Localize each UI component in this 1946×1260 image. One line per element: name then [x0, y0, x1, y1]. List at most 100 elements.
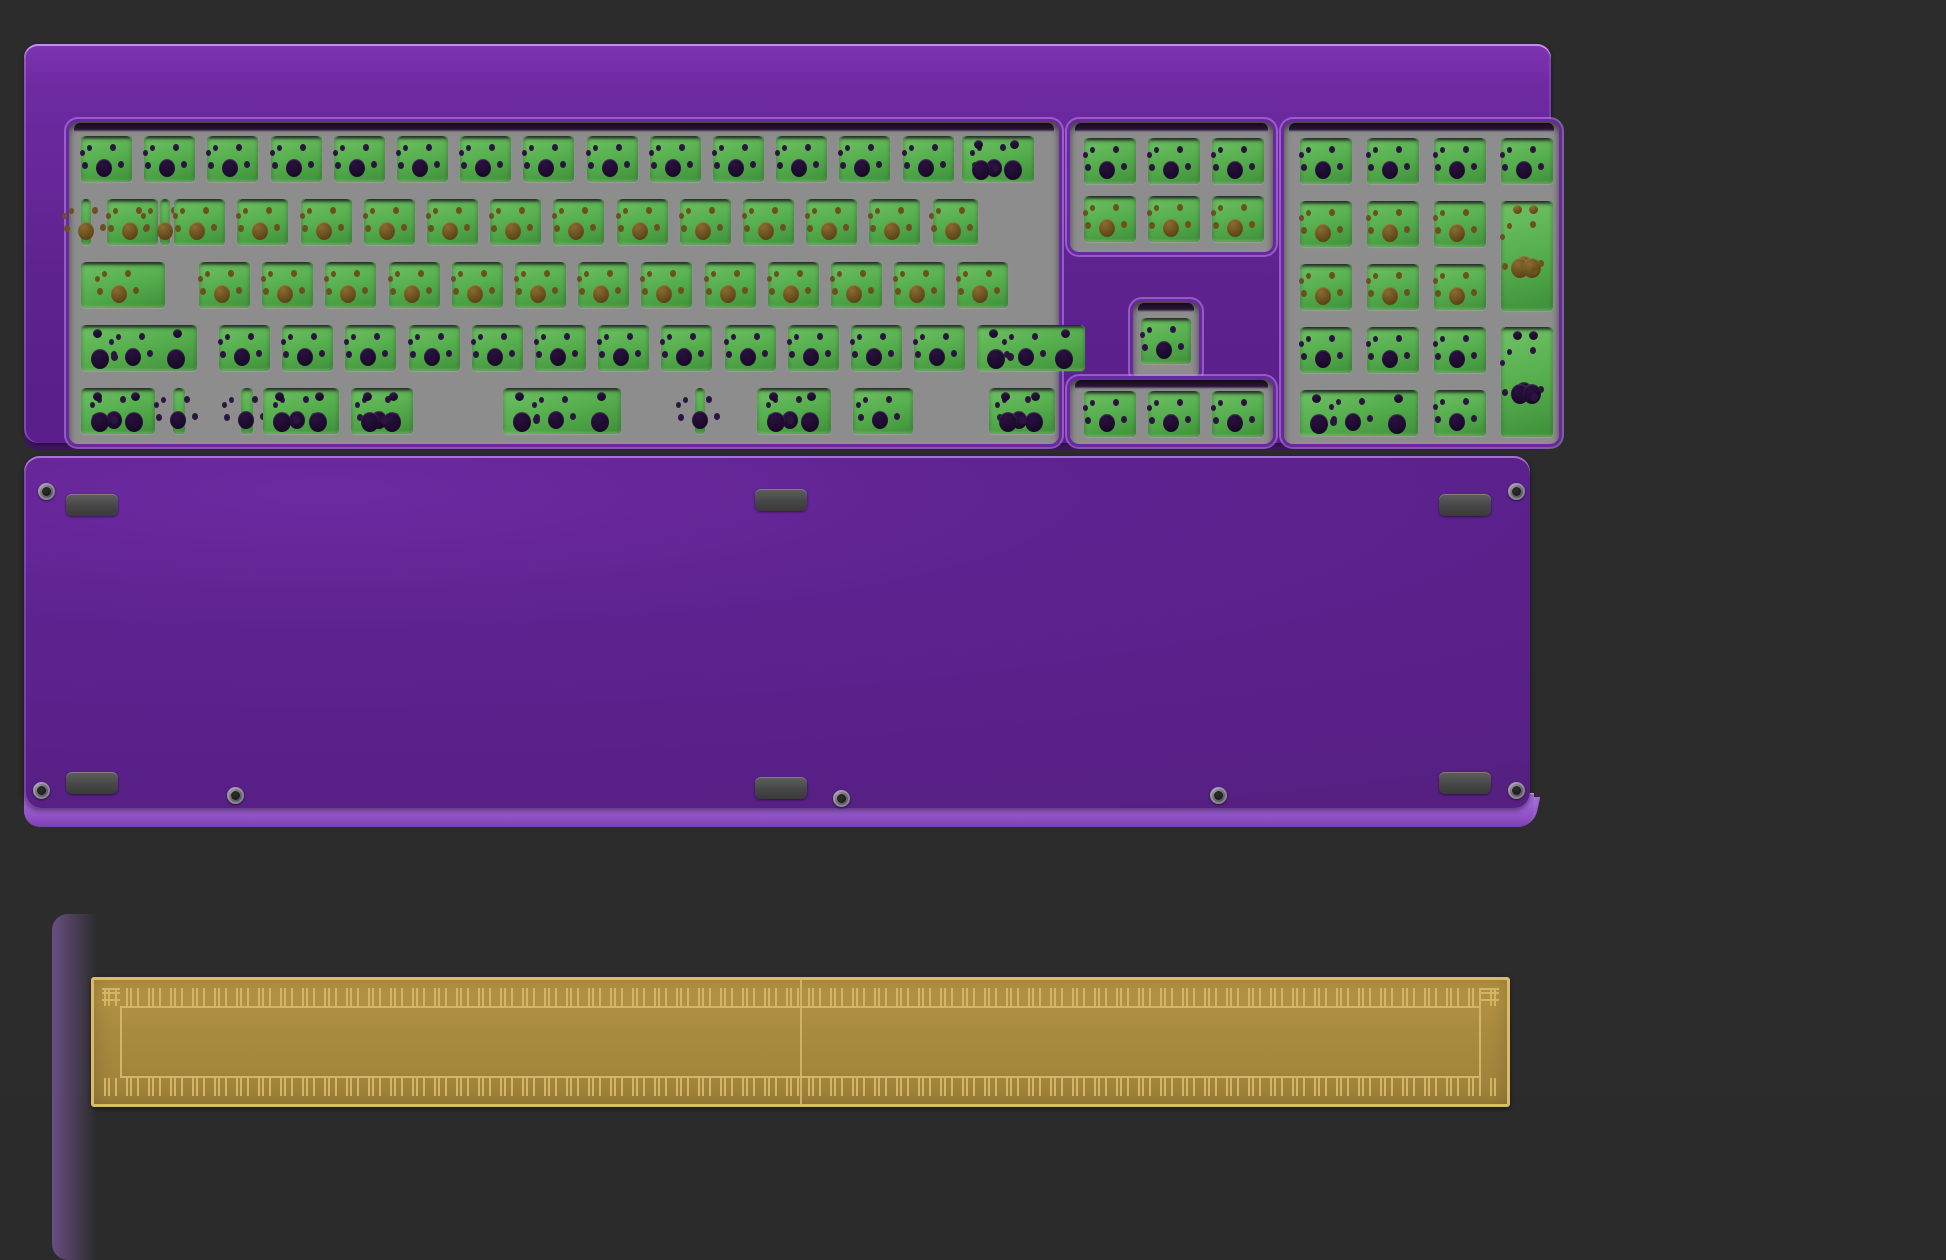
switch-cutout[interactable] [197, 262, 250, 308]
switch-cutout[interactable] [425, 199, 478, 245]
switch-cutout[interactable] [513, 262, 566, 308]
switch-cutout-alt[interactable] [263, 388, 339, 434]
switch-cutout-fn[interactable] [775, 136, 828, 182]
switch-cutout[interactable] [805, 199, 858, 245]
switch-cutout-fn[interactable] [459, 136, 512, 182]
switch-cutout-slot[interactable] [222, 388, 267, 434]
switch-cutout-spacebar[interactable] [503, 388, 621, 434]
switch-cutout-numpad[interactable] [1433, 201, 1486, 247]
switch-cutout-slot[interactable] [675, 388, 720, 434]
switch-cutout[interactable] [678, 199, 731, 245]
switch-cutout-slot[interactable] [61, 199, 106, 245]
switch-cutout[interactable] [849, 325, 902, 371]
switch-cutout-nav[interactable] [1083, 196, 1136, 242]
switch-cutout[interactable] [236, 199, 289, 245]
switch-cutout-fn[interactable] [522, 136, 575, 182]
switch-cutout-numpad[interactable] [1500, 138, 1553, 184]
switch-cutout[interactable] [703, 262, 756, 308]
switch-cutout-fn[interactable] [585, 136, 638, 182]
switch-cutout[interactable] [281, 325, 334, 371]
switch-cutout[interactable] [615, 199, 668, 245]
switch-cutout-fn[interactable] [853, 388, 913, 434]
switch-cutout-fn[interactable] [206, 136, 259, 182]
switch-cutout-numpad[interactable] [1433, 138, 1486, 184]
switch-cutout[interactable] [723, 325, 776, 371]
switch-cutout-fn[interactable] [901, 136, 954, 182]
switch-cutout-numpad[interactable] [1299, 327, 1352, 373]
switch-cutout[interactable] [105, 199, 158, 245]
switch-cutout[interactable] [552, 199, 605, 245]
switch-cutout[interactable] [577, 262, 630, 308]
switch-cutout[interactable] [741, 199, 794, 245]
switch-cutout[interactable] [450, 262, 503, 308]
switch-cutout-fn[interactable] [838, 136, 891, 182]
switch-cutout[interactable] [640, 262, 693, 308]
switch-cutout-numpad[interactable] [1433, 390, 1486, 436]
switch-cutout[interactable] [261, 262, 314, 308]
switch-cutout-tab[interactable] [81, 262, 165, 308]
switch-cutout-fn[interactable] [332, 136, 385, 182]
switch-cutout-numpad[interactable] [1433, 264, 1486, 310]
switch-cutout[interactable] [868, 199, 921, 245]
switch-cutout[interactable] [387, 262, 440, 308]
switch-cutout[interactable] [597, 325, 650, 371]
switch-cutout-numpad-zero[interactable] [1300, 390, 1418, 436]
switch-cutout[interactable] [913, 325, 966, 371]
switch-cutout-numpad[interactable] [1299, 201, 1352, 247]
switch-cutout[interactable] [324, 262, 377, 308]
switch-cutout[interactable] [407, 325, 460, 371]
switch-cutout-nav[interactable] [1147, 196, 1200, 242]
switch-cutout-numpad[interactable] [1366, 201, 1419, 247]
switch-cutout-arrow[interactable] [1083, 391, 1136, 437]
switch-cutout-ctrl[interactable] [81, 388, 155, 434]
switch-cutout[interactable] [956, 262, 1009, 308]
switch-cutout-capslock[interactable] [81, 325, 197, 371]
switch-cutout-numpad[interactable] [1299, 264, 1352, 310]
switch-cutout-fn[interactable] [269, 136, 322, 182]
switch-cutout-nav[interactable] [1211, 138, 1264, 184]
switch-cutout-numpad[interactable] [1366, 327, 1419, 373]
switch-cutout-slot[interactable] [154, 388, 199, 434]
switch-cutout-backspace[interactable] [928, 199, 978, 245]
switch-cutout-numpad[interactable] [1366, 264, 1419, 310]
switch-cutout-fn[interactable] [143, 136, 196, 182]
switch-cutout-fn-wide[interactable] [961, 136, 1034, 182]
switch-cutout[interactable] [299, 199, 352, 245]
switch-cutout-numpad[interactable] [1366, 138, 1419, 184]
bottom-case[interactable] [24, 456, 1530, 1260]
switch-cutout-numpad-tall[interactable] [1500, 201, 1553, 311]
switch-cutout[interactable] [217, 325, 270, 371]
switch-cutout-altgr[interactable] [757, 388, 831, 434]
switch-cutout[interactable] [173, 199, 226, 245]
switch-cutout[interactable] [533, 325, 586, 371]
switch-cutout-win[interactable] [351, 388, 413, 434]
switch-cutout[interactable] [344, 325, 397, 371]
switch-cutout[interactable] [470, 325, 523, 371]
switch-cutout-arrow[interactable] [1211, 391, 1264, 437]
switch-cutout[interactable] [829, 262, 882, 308]
switch-cutout-arrow-up[interactable] [1139, 318, 1191, 364]
switch-cutout[interactable] [489, 199, 542, 245]
switch-cutout-fn[interactable] [648, 136, 701, 182]
switch-cutout-fn[interactable] [79, 136, 132, 182]
switch-pin-hole [788, 350, 795, 358]
switch-cutout[interactable] [766, 262, 819, 308]
switch-cutout[interactable] [786, 325, 839, 371]
switch-cutout-numpad[interactable] [1299, 138, 1352, 184]
top-case[interactable] [24, 44, 1559, 444]
switch-cutout[interactable] [362, 199, 415, 245]
switch-cutout-ctrl-right[interactable] [989, 388, 1055, 434]
switch-cutout[interactable] [660, 325, 713, 371]
switch-cutout-arrow[interactable] [1147, 391, 1200, 437]
switch-cutout-fn[interactable] [395, 136, 448, 182]
switch-pin-hole [522, 149, 528, 156]
switch-cutout[interactable] [893, 262, 946, 308]
switch-cutout-nav[interactable] [1083, 138, 1136, 184]
switch-cutout-nav[interactable] [1211, 196, 1264, 242]
switch-cutout-fn[interactable] [711, 136, 764, 182]
switch-cutout-numpad-tall[interactable] [1500, 327, 1553, 437]
switch-cutout-numpad[interactable] [1433, 327, 1486, 373]
switch-cutout-nav[interactable] [1147, 138, 1200, 184]
switch-cutout-enter[interactable] [977, 325, 1086, 371]
switch-cutout-slot[interactable] [140, 199, 185, 245]
